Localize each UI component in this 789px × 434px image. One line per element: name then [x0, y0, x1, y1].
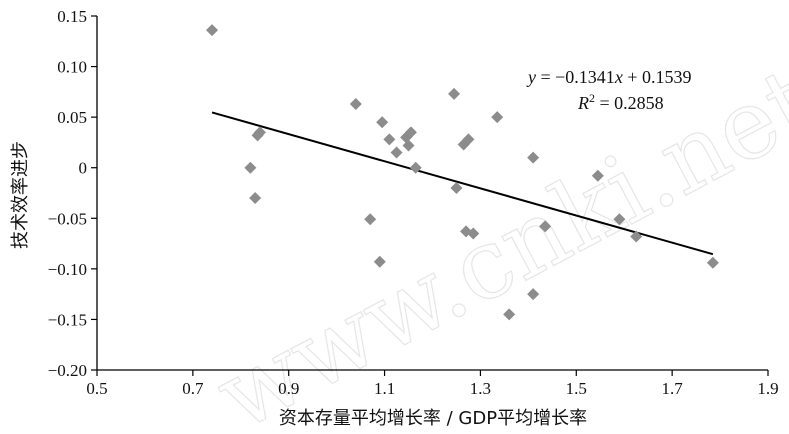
data-point	[630, 230, 643, 243]
data-point	[527, 288, 540, 301]
trendline-equation: y = −0.1341x + 0.1539	[526, 67, 691, 87]
data-point	[462, 133, 475, 146]
data-point	[467, 227, 480, 240]
data-point	[450, 181, 463, 194]
data-point	[364, 213, 377, 226]
data-point	[244, 161, 257, 174]
y-ticks: −0.20 −0.15 −0.10 −0.05 0 0.05 0.10 0.15	[48, 7, 97, 380]
data-point	[706, 256, 719, 269]
data-point	[448, 87, 461, 100]
r2-superscript: 2	[589, 91, 595, 105]
x-tick-label: 1.7	[662, 379, 684, 398]
data-point	[390, 146, 403, 159]
equation-y: y	[526, 67, 536, 87]
y-tick-label: −0.15	[48, 310, 87, 329]
x-tick-label: 1.9	[757, 379, 778, 398]
y-tick-label: 0.15	[57, 7, 87, 26]
data-point	[503, 308, 516, 321]
data-point	[591, 169, 604, 182]
data-point	[249, 192, 262, 205]
equation-intercept: + 0.1539	[623, 67, 692, 87]
data-point	[404, 126, 417, 139]
y-tick-label: −0.20	[48, 361, 87, 380]
data-point	[373, 255, 386, 268]
y-tick-label: −0.05	[48, 209, 87, 228]
axes	[96, 16, 768, 371]
data-point	[253, 126, 266, 139]
data-point	[206, 24, 219, 37]
x-tick-label: 1.3	[470, 379, 491, 398]
data-point	[613, 213, 626, 226]
equation-slope: = −0.1341	[536, 67, 615, 87]
data-point	[349, 97, 362, 110]
data-points	[206, 24, 719, 321]
data-point	[409, 161, 422, 174]
data-point	[376, 116, 389, 129]
trendline	[211, 111, 714, 256]
y-tick-label: 0	[79, 159, 88, 178]
trendline-group	[211, 111, 714, 256]
x-tick-label: 1.1	[374, 379, 395, 398]
x-tick-label: 0.5	[86, 379, 107, 398]
data-point	[527, 151, 540, 164]
watermark: www.cnki.net	[199, 45, 789, 434]
r2-symbol: R	[577, 93, 589, 113]
y-tick-label: 0.05	[57, 108, 87, 127]
x-tick-label: 0.7	[182, 379, 204, 398]
r2-value: = 0.2858	[595, 93, 664, 113]
x-axis-title: 资本存量平均增长率 / GDP平均增长率	[279, 408, 587, 429]
y-axis-title: 技术效率进步	[10, 141, 31, 249]
x-tick-label: 0.9	[278, 379, 299, 398]
x-ticks: 0.5 0.7 0.9 1.1 1.3 1.5 1.7 1.9	[86, 370, 779, 398]
x-tick-label: 1.5	[566, 379, 587, 398]
y-tick-label: −0.10	[48, 260, 87, 279]
data-point	[491, 111, 504, 124]
r-squared-label: R2 = 0.2858	[577, 91, 664, 113]
data-point	[383, 133, 396, 146]
y-tick-label: 0.10	[57, 58, 87, 77]
equation-x: x	[614, 67, 623, 87]
data-point	[402, 139, 415, 152]
data-point	[539, 220, 552, 233]
